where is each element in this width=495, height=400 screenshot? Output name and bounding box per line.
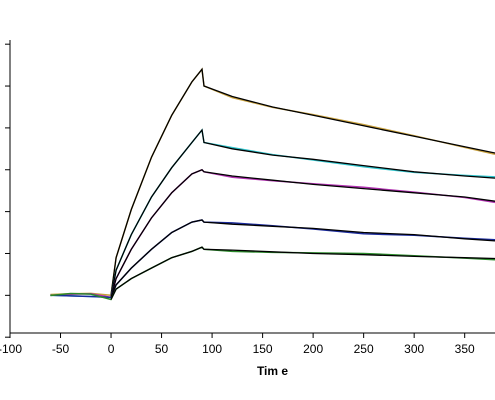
- x-tick-label: 100: [202, 342, 222, 356]
- fit-line-4: [110, 246, 495, 300]
- y-ticks: [5, 43, 10, 338]
- x-tick-label: 0: [108, 342, 115, 356]
- x-tick-label: 250: [354, 342, 374, 356]
- x-tick-label: 50: [155, 342, 169, 356]
- series-line-0: [50, 67, 495, 297]
- series-line-2: [50, 168, 495, 299]
- x-tick-label: 200: [303, 342, 323, 356]
- fit-line-0: [110, 67, 495, 296]
- fit-line-2: [110, 169, 495, 298]
- series-layer: [50, 67, 495, 301]
- fit-line-1: [110, 128, 495, 298]
- x-tick-label: 350: [455, 342, 475, 356]
- x-tick-label: -50: [52, 342, 70, 356]
- x-tick-label: 300: [404, 342, 424, 356]
- series-line-3: [50, 219, 495, 299]
- x-tick-label: -100: [0, 342, 22, 356]
- fit-line-3: [110, 219, 495, 298]
- x-ticks: -100 -50 0 50 100 150 200 250 300 350: [0, 333, 475, 356]
- x-tick-label: 150: [253, 342, 273, 356]
- x-axis-title: Tim e: [257, 364, 288, 378]
